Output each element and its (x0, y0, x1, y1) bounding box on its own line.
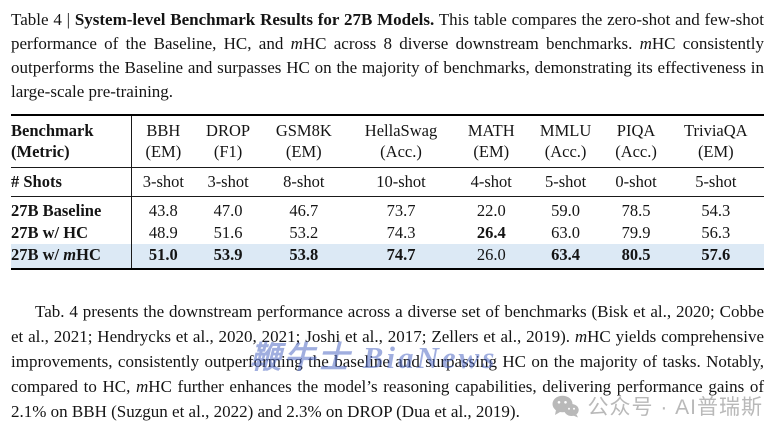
row-label-cell: 27B w/ mHC (11, 244, 132, 269)
column-metric: (EM) (697, 142, 734, 161)
column-metric: (F1) (213, 142, 243, 161)
value-cell: 43.8 (148, 201, 178, 220)
shots-cell: 4-shot (455, 167, 527, 197)
shots-cell: 5-shot (667, 167, 764, 197)
shots-cell: 3-shot (194, 167, 262, 197)
value-cell: 63.4 (551, 245, 581, 264)
shots-cell: 8-shot (261, 167, 347, 197)
column-name: TriviaQA (684, 121, 748, 140)
text-segment: m (574, 327, 588, 346)
text-segment: Table 4 | (11, 10, 75, 29)
text-segment: This table compares the zero-shot and fe… (11, 10, 765, 53)
column-header: MMLU (Acc.) (526, 115, 605, 168)
value-cell: 63.0 (551, 223, 581, 242)
text-segment: System-level Benchmark Results for 27B M… (74, 10, 435, 29)
column-name: MATH (467, 121, 515, 140)
text-segment: m (63, 245, 77, 264)
text-segment: HC further enhances the model’s reasonin… (11, 377, 765, 421)
column-name: PIQA (616, 121, 656, 140)
column-header: HellaSwag (Acc.) (346, 115, 456, 168)
value-cell: 74.3 (386, 223, 416, 242)
shots-cell: 3-shot (131, 167, 195, 197)
row-label-cell: 27B Baseline (11, 196, 132, 222)
column-metric: (EM) (145, 142, 182, 161)
column-metric: (EM) (473, 142, 510, 161)
text-segment: 27B w/ (11, 245, 64, 264)
table-row: 27B Baseline 43.8 47.0 46.7 73.7 22.0 59.0 78.5… (11, 196, 764, 222)
value-cell: 47.0 (213, 201, 243, 220)
column-name: HellaSwag (364, 121, 438, 140)
value-cell: 53.2 (289, 223, 319, 242)
text-segment: Tab. 4 presents the downstream performan… (11, 302, 764, 346)
column-name: BBH (146, 121, 181, 140)
column-metric: (Acc.) (380, 142, 422, 161)
value-cell: 59.0 (551, 201, 581, 220)
benchmark-table: Benchmark (Metric) BBH (EM) DROP (F1) GSM8K (EM… (11, 114, 764, 270)
column-header: BBH (EM) (131, 115, 195, 168)
text-segment: HC (76, 245, 101, 264)
table-caption: Table 4 | System-level Benchmark Results… (11, 8, 764, 104)
table-row: 27B w/ HC 48.9 51.6 53.2 74.3 26.4 63.0 79.9 56.… (11, 222, 764, 244)
table-header-row: Benchmark (Metric) BBH (EM) DROP (F1) GSM8K (EM… (11, 115, 764, 168)
column-metric: (Acc.) (544, 142, 587, 161)
value-cell: 73.7 (386, 201, 416, 220)
benchmark-metric-header: Benchmark (Metric) (11, 115, 132, 168)
shots-cell: 5-shot (526, 167, 605, 197)
table-body: 27B Baseline 43.8 47.0 46.7 73.7 22.0 59.0 78.5… (11, 196, 764, 269)
value-cell: 74.7 (386, 245, 416, 264)
shots-row: # Shots 3-shot 3-shot 8-shot 10-shot 4-shot 5-… (11, 167, 764, 197)
column-name: DROP (206, 121, 251, 140)
value-cell: 57.6 (701, 245, 731, 264)
shots-label: # Shots (11, 167, 132, 197)
text-segment: HC across 8 diverse downstream benchmark… (302, 34, 640, 53)
column-name: MMLU (539, 121, 592, 140)
column-name: GSM8K (275, 121, 332, 140)
value-cell: 51.0 (148, 245, 178, 264)
text-segment: m (290, 34, 303, 53)
text-segment: 27B Baseline (11, 201, 102, 220)
header-line: Benchmark (11, 121, 94, 140)
value-cell: 26.0 (476, 245, 506, 264)
text-segment: m (639, 34, 652, 53)
value-cell: 53.9 (213, 245, 243, 264)
value-cell: 26.4 (476, 223, 506, 242)
value-cell: 56.3 (701, 223, 731, 242)
table-head: Benchmark (Metric) BBH (EM) DROP (F1) GSM8K (EM… (11, 115, 764, 197)
value-cell: 54.3 (701, 201, 731, 220)
value-cell: 80.5 (621, 245, 651, 264)
value-cell: 22.0 (476, 201, 506, 220)
text-segment: HC consistently outperforms the Baseline… (11, 34, 764, 101)
column-header: PIQA (Acc.) (604, 115, 668, 168)
table-row: 27B w/ mHC 51.0 53.9 53.8 74.7 26.0 63.4 80.5 57… (11, 244, 764, 269)
value-cell: 79.9 (621, 223, 651, 242)
text-segment: 27B w/ HC (11, 223, 89, 242)
value-cell: 53.8 (289, 245, 319, 264)
column-header: MATH (EM) (455, 115, 527, 168)
column-metric: (Acc.) (615, 142, 657, 161)
value-cell: 78.5 (621, 201, 651, 220)
value-cell: 46.7 (289, 201, 319, 220)
column-header: TriviaQA (EM) (667, 115, 764, 168)
shots-cell: 0-shot (604, 167, 668, 197)
row-label-cell: 27B w/ HC (11, 222, 132, 244)
value-cell: 51.6 (213, 223, 243, 242)
text-segment: HC yields comprehensive improvements, co… (11, 327, 764, 396)
column-header: DROP (F1) (194, 115, 262, 168)
header-line: (Metric) (11, 142, 70, 161)
column-header: GSM8K (EM) (261, 115, 347, 168)
value-cell: 48.9 (148, 223, 178, 242)
text-segment: m (136, 377, 149, 396)
shots-cell: 10-shot (346, 167, 456, 197)
column-metric: (EM) (285, 142, 322, 161)
body-paragraph: Tab. 4 presents the downstream performan… (11, 299, 764, 424)
